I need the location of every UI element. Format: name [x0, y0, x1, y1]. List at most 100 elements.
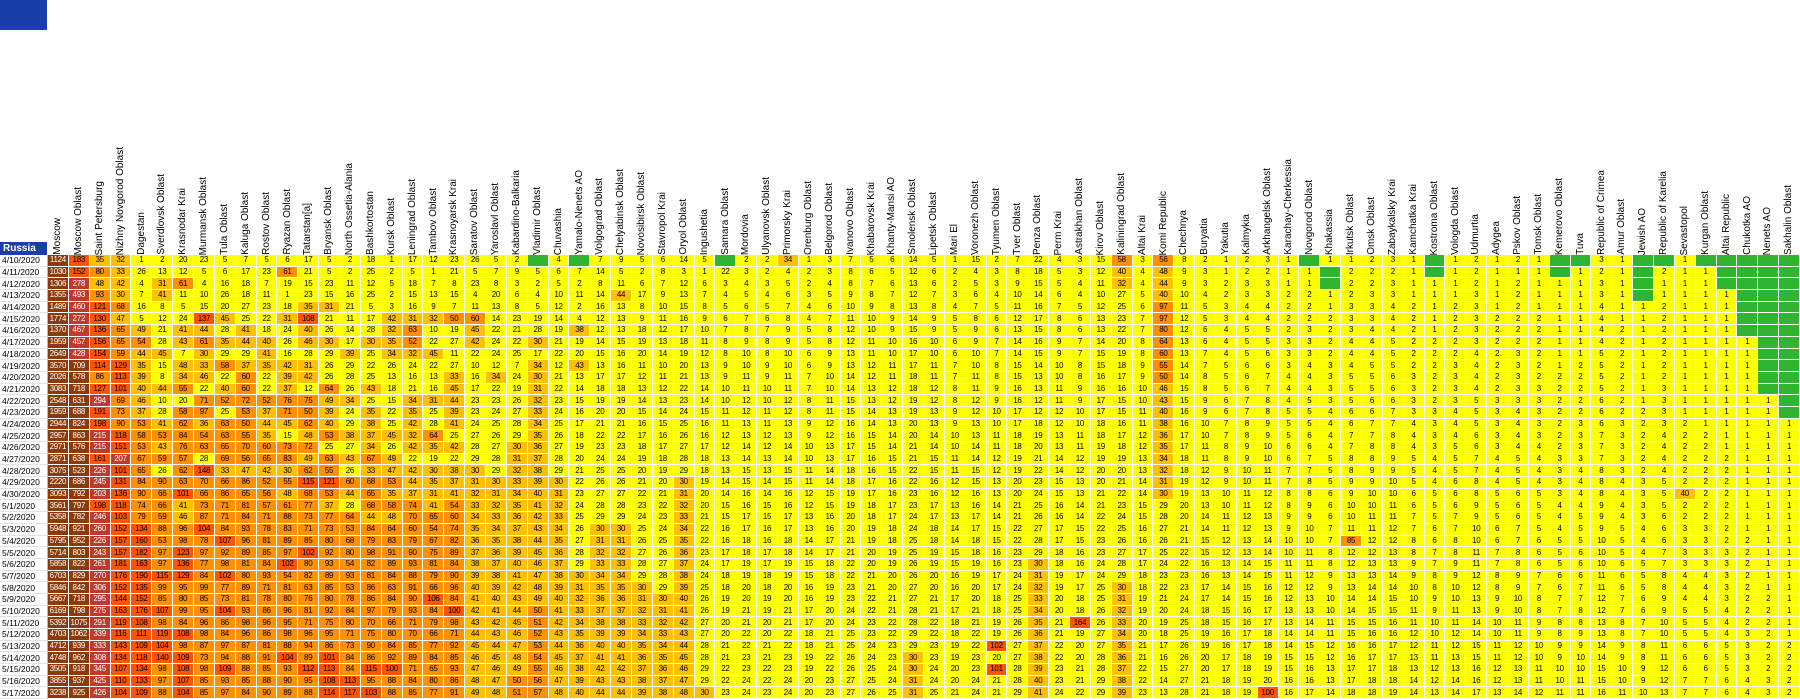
- data-cell: 6: [1445, 500, 1467, 513]
- column-header: Astrakhan Oblast: [1070, 0, 1091, 255]
- data-cell: 23: [778, 664, 799, 676]
- data-cell: 4: [778, 266, 799, 279]
- data-cell: 10: [1362, 500, 1383, 513]
- data-cell: 6: [1570, 570, 1592, 583]
- data-cell: 41: [548, 605, 570, 618]
- data-cell: 3: [1528, 430, 1550, 442]
- data-cell: 80: [298, 558, 320, 571]
- column-header-label: Mordovia: [740, 213, 752, 255]
- data-cell: 8: [1612, 617, 1634, 629]
- data-cell: 11: [736, 371, 758, 384]
- data-cell: 10: [152, 395, 174, 407]
- data-cell: 65: [235, 488, 257, 501]
- data-cell: 25: [360, 348, 382, 361]
- data-cell: 7: [1466, 465, 1488, 478]
- data-cell: 272: [68, 313, 90, 326]
- data-cell: 27: [632, 547, 653, 559]
- data-cell: 28: [694, 640, 716, 653]
- data-cell: 70: [402, 512, 424, 524]
- data-cell: 4: [1528, 442, 1550, 454]
- data-cell: 2: [1403, 313, 1425, 326]
- column-header-label: Kamchatka Krai: [1407, 184, 1419, 255]
- data-cell: 5: [1654, 477, 1675, 489]
- data-cell: 83: [277, 523, 299, 536]
- data-cell: 22: [652, 500, 674, 513]
- data-cell: 30: [465, 465, 486, 478]
- data-cell: 26: [903, 558, 924, 571]
- data-cell: 12: [360, 278, 382, 291]
- data-cell: 3: [1487, 430, 1508, 442]
- data-cell: 47: [486, 675, 507, 688]
- data-cell: 9: [1195, 395, 1216, 407]
- data-cell: 5: [1716, 664, 1738, 676]
- data-cell: 4: [1320, 406, 1342, 419]
- data-cell: 1: [1278, 278, 1300, 291]
- data-cell: 25: [360, 371, 382, 384]
- data-cell: 10: [715, 395, 737, 407]
- data-cell: 15: [798, 570, 820, 583]
- column-header-label: Chukotka AO: [1741, 196, 1753, 255]
- data-cell: 2: [1508, 290, 1529, 302]
- data-cell: 136: [89, 325, 111, 337]
- data-cell: 12: [1236, 523, 1258, 536]
- data-cell: 14: [903, 255, 924, 267]
- data-cell: 23: [924, 640, 945, 653]
- data-cell: 52: [214, 395, 236, 407]
- data-cell: 101: [319, 652, 340, 665]
- data-cell: 9: [798, 418, 820, 431]
- data-cell: 18: [798, 640, 820, 653]
- data-cell: 7: [1403, 523, 1425, 536]
- data-cell: 1: [1445, 278, 1467, 291]
- data-cell: 4: [1341, 360, 1362, 372]
- data-cell: 2: [1716, 535, 1738, 548]
- data-cell: 2: [1278, 313, 1300, 326]
- data-cell: 13: [778, 418, 799, 431]
- data-cell: 48: [673, 687, 695, 699]
- data-cell: 4: [1737, 687, 1759, 699]
- data-cell: 3: [1654, 395, 1675, 407]
- data-cell: 39: [632, 687, 653, 699]
- data-cell: 35: [486, 535, 507, 548]
- data-cell: 3: [1382, 290, 1404, 302]
- data-cell: [1633, 255, 1654, 267]
- data-cell: 3: [1570, 430, 1592, 442]
- data-cell: 85: [402, 687, 424, 699]
- data-cell: 26: [840, 664, 862, 676]
- table-row: 4/29/2020 2220 686 245 131 84 90 63 70 66 86 52 55 11…: [0, 477, 1800, 489]
- data-cell: 7: [694, 290, 716, 302]
- data-cell: 43: [1153, 395, 1175, 407]
- data-cell: 4: [1257, 301, 1279, 314]
- data-cell: 5: [1466, 395, 1488, 407]
- column-header-label: Smolensk Oblast: [907, 179, 919, 255]
- column-header: Tyumen Oblast: [987, 0, 1008, 255]
- data-cell: 22: [486, 325, 507, 337]
- data-cell: 14: [1362, 593, 1383, 606]
- data-cell: 30: [423, 465, 445, 478]
- data-cell: 55: [277, 477, 299, 489]
- data-cell: 1: [1779, 442, 1800, 454]
- data-cell: 22: [1111, 488, 1133, 501]
- data-cell: 23: [298, 290, 320, 302]
- data-cell: 7: [506, 360, 528, 372]
- data-cell: 39: [131, 371, 153, 384]
- data-cell: 23: [256, 301, 278, 314]
- data-cell: 2: [1424, 360, 1446, 372]
- data-cell: 34: [611, 570, 632, 583]
- data-cell: 98: [277, 629, 299, 641]
- data-cell: 4: [1654, 442, 1675, 454]
- column-header-label: Khanty-Mansi AO: [886, 177, 898, 255]
- data-cell: 12: [882, 395, 904, 407]
- data-cell: 90: [152, 477, 174, 489]
- data-cell: 3: [1236, 278, 1258, 291]
- data-cell: 57: [256, 500, 278, 513]
- row-date: 4/20/2020: [0, 371, 48, 384]
- data-cell: 20: [1132, 617, 1154, 629]
- data-cell: 9: [840, 290, 862, 302]
- data-cell: 8: [1591, 477, 1613, 489]
- data-cell: 16: [611, 360, 632, 372]
- data-cell: 9: [819, 360, 841, 372]
- data-cell: 11: [924, 371, 945, 384]
- data-cell: 21: [590, 418, 612, 431]
- column-header: Yamalo-Nenets AO: [569, 0, 590, 255]
- data-cell: 4: [798, 301, 820, 314]
